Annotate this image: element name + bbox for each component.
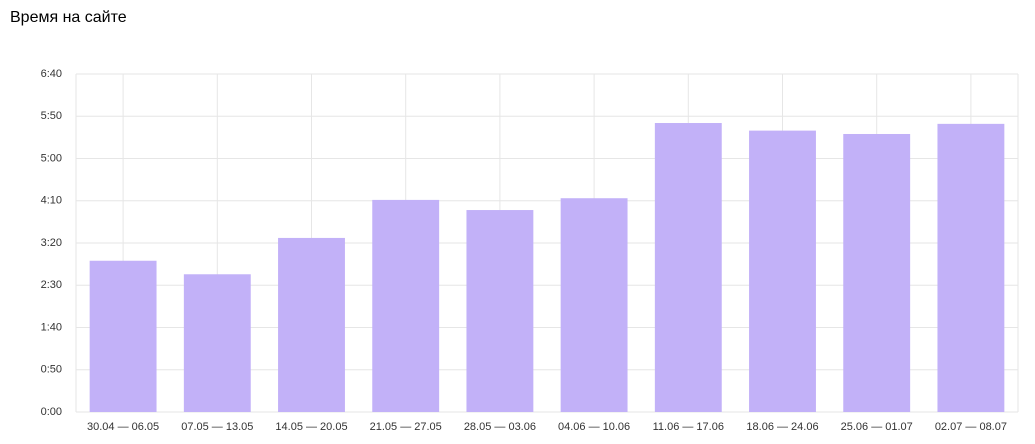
y-tick-label: 5:00: [41, 152, 62, 164]
y-tick-label: 4:10: [41, 195, 62, 207]
y-tick-label: 6:40: [41, 68, 62, 80]
y-tick-label: 2:30: [41, 279, 62, 291]
y-tick-label: 5:50: [41, 110, 62, 122]
bar: [89, 260, 157, 412]
y-tick-label: 0:50: [41, 364, 62, 376]
x-tick-label: 18.06 — 24.06: [746, 421, 818, 433]
bar: [843, 133, 911, 412]
bar: [372, 199, 440, 412]
x-tick-label: 21.05 — 27.05: [370, 421, 442, 433]
x-tick-label: 04.06 — 10.06: [558, 421, 630, 433]
bar: [183, 274, 251, 412]
x-tick-label: 07.05 — 13.05: [181, 421, 253, 433]
x-tick-label: 14.05 — 20.05: [275, 421, 347, 433]
x-tick-label: 30.04 — 06.05: [87, 421, 159, 433]
bar: [278, 237, 345, 412]
x-tick-label: 28.05 — 03.06: [464, 421, 536, 433]
bar: [466, 210, 534, 412]
x-tick-label: 25.06 — 01.07: [841, 421, 913, 433]
chart-title: Время на сайте: [10, 9, 127, 26]
bar: [749, 130, 816, 413]
y-tick-label: 1:40: [41, 321, 62, 333]
x-tick-label: 11.06 — 17.06: [653, 421, 724, 433]
bar: [937, 123, 1005, 412]
x-tick-label: 02.07 — 08.07: [935, 421, 1007, 433]
y-tick-label: 3:20: [41, 237, 62, 249]
bar: [560, 198, 628, 412]
bar: [654, 123, 722, 412]
y-tick-label: 0:00: [41, 406, 62, 418]
